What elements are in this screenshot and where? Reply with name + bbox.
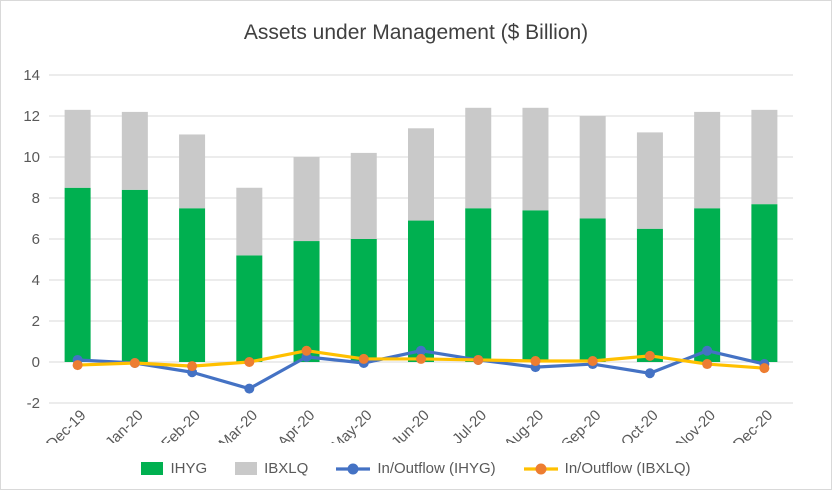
marker-in-outflow-ibxlq <box>530 355 541 366</box>
y-axis-label: 10 <box>23 149 40 166</box>
y-axis-label: 8 <box>32 190 40 207</box>
y-axis-label: 6 <box>32 231 40 248</box>
marker-in-outflow-ibxlq <box>702 359 713 370</box>
bar-segment-ibxlq <box>522 107 549 211</box>
marker-in-outflow-ibxlq <box>587 355 598 366</box>
x-axis-label: Jan-20 <box>102 407 146 443</box>
bar-segment-ibxlq <box>121 111 148 190</box>
x-axis-label: Feb-20 <box>158 407 204 443</box>
marker-in-outflow-ibxlq <box>644 350 655 361</box>
x-axis-label: Nov-20 <box>673 407 719 443</box>
bar-segment-ibxlq <box>751 109 778 205</box>
marker-in-outflow-ibxlq <box>759 363 770 374</box>
marker-in-outflow-ihyg <box>244 383 255 394</box>
y-axis-label: 14 <box>23 67 40 84</box>
legend-item-ibxlq: IBXLQ <box>235 460 308 477</box>
legend-swatch-in-outflow-ibxlq <box>523 463 558 474</box>
bar-segment-ihyg <box>751 204 778 362</box>
bar-segment-ibxlq <box>350 152 377 239</box>
legend-item-in-outflow-ihyg: In/Outflow (IHYG) <box>336 460 496 477</box>
x-axis-label: Jun-20 <box>388 407 432 443</box>
x-axis-label: Dec-19 <box>43 407 89 443</box>
x-axis-label: May-20 <box>328 407 375 443</box>
y-axis-label: 12 <box>23 108 40 125</box>
x-axis-label: Oct-20 <box>618 407 662 443</box>
chart-plot-area: -2 0 2 4 6 8 10 12 14 Dec-19 Jan-20 Feb-20 Mar-20 Apr… <box>23 67 793 443</box>
marker-in-outflow-ihyg <box>416 345 426 356</box>
legend-swatch-in-outflow-ihyg <box>336 463 371 474</box>
legend-label: IHYG <box>170 460 208 477</box>
bar-segment-ihyg <box>579 218 606 362</box>
y-axis-label: 4 <box>32 272 40 289</box>
x-axis-label: Sep-20 <box>558 407 604 443</box>
y-axis-label: 2 <box>32 313 40 330</box>
bar-segment-ibxlq <box>694 111 721 209</box>
marker-in-outflow-ibxlq <box>473 354 484 365</box>
x-axis-label: Mar-20 <box>216 407 262 443</box>
marker-in-outflow-ibxlq <box>358 353 369 364</box>
marker-in-outflow-ibxlq <box>187 361 198 372</box>
x-axis-label: Aug-20 <box>501 407 547 443</box>
x-axis-label: Dec-20 <box>730 407 776 443</box>
bar-segment-ibxlq <box>293 157 320 242</box>
x-axis-label: Apr-20 <box>275 407 319 443</box>
bar-segment-ihyg <box>694 208 721 362</box>
bar-segment-ibxlq <box>179 134 206 209</box>
bar-segment-ibxlq <box>579 116 606 219</box>
marker-in-outflow-ibxlq <box>416 353 426 364</box>
bar-segment-ihyg <box>465 208 492 362</box>
bar-segment-ihyg <box>64 187 91 362</box>
marker-in-outflow-ibxlq <box>244 357 255 367</box>
marker-in-outflow-ibxlq <box>129 358 140 369</box>
chart-legend: IHYG IBXLQ In/Outflow (IHYG) In/Outflow (IB… <box>1 460 831 477</box>
bar-segment-ibxlq <box>636 132 663 229</box>
bar-segment-ibxlq <box>64 109 91 188</box>
bar-segment-ihyg <box>236 255 263 362</box>
bar-segment-ihyg <box>121 189 148 362</box>
bar-segment-ihyg <box>350 239 377 362</box>
legend-label: IBXLQ <box>264 460 309 477</box>
legend-label: In/Outflow (IHYG) <box>377 460 496 477</box>
bar-segment-ihyg <box>293 241 320 362</box>
legend-swatch-ihyg <box>141 462 164 475</box>
bar-segment-ibxlq <box>236 187 263 256</box>
chart-title: Assets under Management ($ Billion) <box>243 21 589 44</box>
bar-segment-ibxlq <box>465 107 492 209</box>
legend-item-in-outflow-ibxlq: In/Outflow (IBXLQ) <box>523 460 691 477</box>
marker-in-outflow-ibxlq <box>72 360 83 371</box>
bar-segment-ihyg <box>636 228 663 362</box>
y-axis-label: 0 <box>32 354 40 371</box>
bar-segment-ihyg <box>408 220 434 362</box>
bar-segment-ihyg <box>179 208 206 362</box>
marker-in-outflow-ihyg <box>702 345 713 356</box>
legend-label: In/Outflow (IBXLQ) <box>564 460 691 477</box>
marker-in-outflow-ihyg <box>644 368 655 379</box>
y-axis-label: -2 <box>27 395 40 412</box>
bar-segment-ihyg <box>522 210 549 362</box>
legend-swatch-ibxlq <box>235 462 258 475</box>
legend-item-ihyg: IHYG <box>141 460 207 477</box>
marker-in-outflow-ibxlq <box>301 345 312 356</box>
x-axis-label: Jul-20 <box>449 407 490 443</box>
bar-segment-ibxlq <box>408 128 434 221</box>
